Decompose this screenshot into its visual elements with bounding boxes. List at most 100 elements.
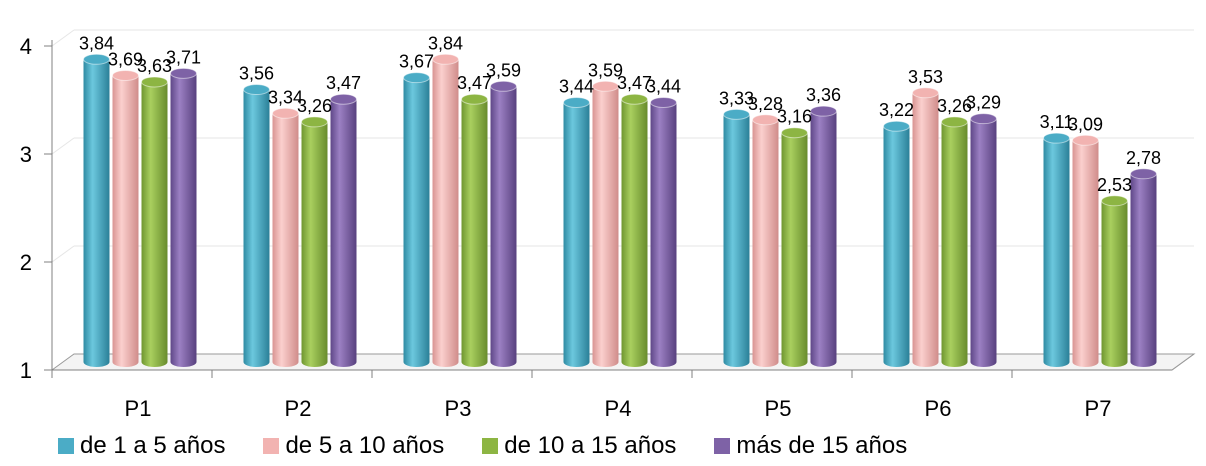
data-label: 3,69 (108, 49, 143, 69)
bar-p7-series-3 (1101, 195, 1128, 367)
bar-body (1072, 140, 1099, 362)
category-label: P2 (285, 396, 312, 421)
bar-p6-series-2 (912, 87, 939, 367)
bar-p4-series-3 (621, 93, 648, 367)
data-label: 2,53 (1097, 175, 1132, 195)
bar-base (170, 357, 197, 367)
bar-base (83, 357, 110, 367)
data-label: 3,53 (908, 67, 943, 87)
bar-top (883, 120, 910, 132)
legend-item-series-2: de 5 a 10 años (263, 432, 444, 460)
data-label: 3,84 (428, 33, 463, 53)
y-tick-label: 2 (20, 250, 32, 275)
legend: de 1 a 5 años de 5 a 10 años de 10 a 15 … (0, 428, 1206, 464)
bar-top (752, 114, 779, 126)
bar-top (301, 116, 328, 128)
bar-base (330, 357, 357, 367)
bar-top (141, 76, 168, 88)
bar-base (723, 357, 750, 367)
data-label: 3,63 (137, 56, 172, 76)
gridline-side (51, 29, 75, 47)
bar-base (1101, 357, 1128, 367)
data-label: 3,26 (297, 96, 332, 116)
bar-base (781, 357, 808, 367)
bar-p6-series-3 (941, 116, 968, 367)
bar-base (912, 357, 939, 367)
bar-top (1072, 134, 1099, 146)
bar-body (1130, 173, 1157, 362)
legend-label-series-3: de 10 a 15 años (504, 432, 677, 459)
bar-body (403, 77, 430, 362)
bar-top (330, 93, 357, 105)
bar-top (403, 72, 430, 84)
bar-base (112, 357, 139, 367)
data-label: 3,44 (559, 76, 594, 96)
data-label: 3,84 (79, 33, 114, 53)
bar-body (330, 99, 357, 363)
bar-body (883, 126, 910, 363)
bar-top (490, 80, 517, 92)
bar-base (592, 357, 619, 367)
bar-body (723, 114, 750, 362)
bar-body (592, 86, 619, 362)
bar-p1-series-4 (170, 67, 197, 367)
bar-p5-series-3 (781, 127, 808, 367)
bar-body (912, 92, 939, 362)
bar-top (83, 53, 110, 65)
bar-body (941, 121, 968, 362)
bar-body (83, 59, 110, 362)
bar-body (621, 99, 648, 363)
bar-top (170, 67, 197, 79)
bar-body (272, 113, 299, 362)
bar-base (272, 357, 299, 367)
bar-body (432, 59, 459, 362)
bar-p1-series-1 (83, 53, 110, 367)
gridline-side (51, 245, 75, 263)
bar-top (432, 53, 459, 65)
data-label: 3,71 (166, 47, 201, 67)
bar-body (301, 121, 328, 362)
legend-swatch-series-1 (58, 438, 74, 454)
floor-edge (1171, 353, 1195, 371)
data-label: 3,28 (748, 94, 783, 114)
category-label: P1 (125, 396, 152, 421)
bar-base (141, 357, 168, 367)
data-label: 3,67 (399, 52, 434, 72)
bar-p5-series-4 (810, 105, 837, 367)
bar-p2-series-1 (243, 84, 270, 367)
gridline-side (51, 137, 75, 155)
data-label: 3,56 (239, 64, 274, 84)
bar-base (941, 357, 968, 367)
data-label: 3,16 (777, 107, 812, 127)
bar-top (563, 96, 590, 108)
bar-top (723, 108, 750, 120)
bar-top (592, 80, 619, 92)
category-label: P7 (1085, 396, 1112, 421)
bar-body (490, 86, 517, 362)
legend-item-series-1: de 1 a 5 años (58, 432, 225, 460)
bar-top (461, 93, 488, 105)
bar-p3-series-3 (461, 93, 488, 367)
bar-base (432, 357, 459, 367)
data-label: 3,11 (1040, 112, 1074, 132)
bar-base (301, 357, 328, 367)
legend-item-series-3: de 10 a 15 años (482, 432, 676, 460)
bar-top (970, 113, 997, 125)
bar-top (781, 127, 808, 139)
bar-body (461, 99, 488, 363)
bar-p4-series-4 (650, 96, 677, 367)
bar-base (243, 357, 270, 367)
bar-p6-series-4 (970, 113, 997, 367)
bar-top (1101, 195, 1128, 207)
bar-p3-series-4 (490, 80, 517, 367)
data-label: 3,09 (1068, 114, 1103, 134)
legend-label-series-1: de 1 a 5 años (80, 432, 226, 459)
category-label: P6 (925, 396, 952, 421)
legend-swatch-series-3 (482, 438, 499, 454)
bar-p7-series-1 (1043, 132, 1070, 367)
bar-body (243, 89, 270, 363)
bar-p7-series-2 (1072, 134, 1099, 367)
bar-p1-series-2 (112, 69, 139, 367)
bar-body (563, 102, 590, 362)
bar-top (1043, 132, 1070, 144)
